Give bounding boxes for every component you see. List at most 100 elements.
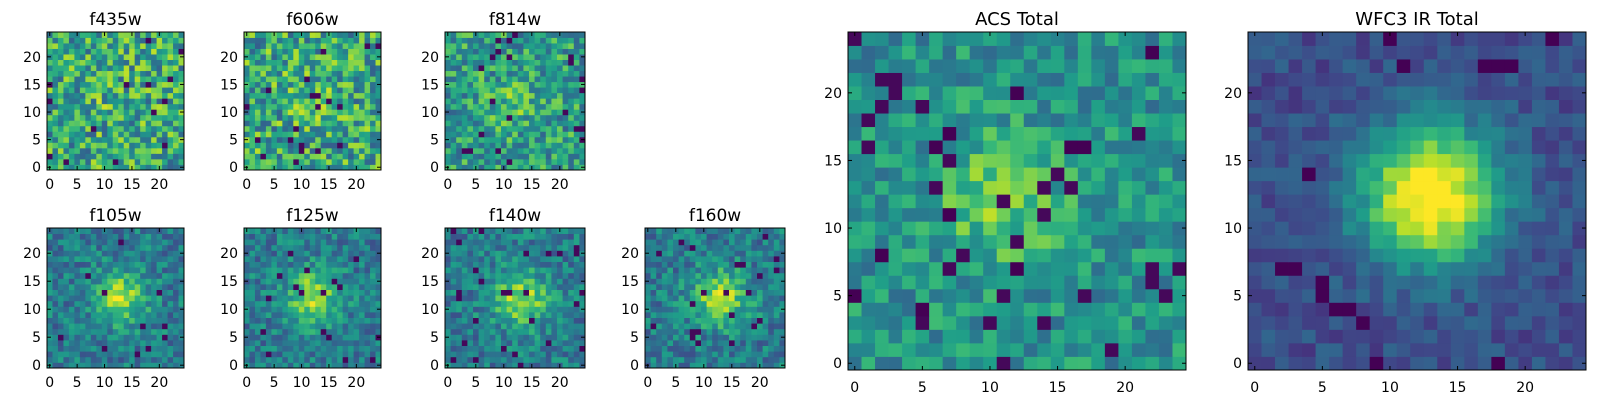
heatmap-cell xyxy=(320,120,327,127)
heatmap-cell xyxy=(861,207,876,222)
heatmap-cell xyxy=(90,131,97,138)
heatmap-cell xyxy=(57,300,64,307)
heatmap-cell xyxy=(751,323,758,330)
heatmap-cell xyxy=(79,239,86,246)
heatmap-cell xyxy=(489,261,496,268)
heatmap-cell xyxy=(90,136,97,143)
heatmap-cell xyxy=(523,328,530,335)
heatmap-cell xyxy=(293,153,300,160)
heatmap-cell xyxy=(456,109,463,116)
heatmap-cell xyxy=(156,136,163,143)
heatmap-cell xyxy=(1064,180,1079,195)
heatmap-cell xyxy=(260,267,267,274)
heatmap-cell xyxy=(304,136,311,143)
heatmap-cell xyxy=(762,300,769,307)
heatmap-cell xyxy=(478,125,485,132)
heatmap-cell xyxy=(107,70,114,77)
heatmap-cell xyxy=(101,340,108,346)
heatmap-cell xyxy=(359,70,365,77)
heatmap-cell xyxy=(145,244,152,251)
heatmap-cell xyxy=(68,98,75,105)
heatmap-cell xyxy=(276,87,283,94)
heatmap-cell xyxy=(540,81,547,88)
heatmap-cell xyxy=(90,158,97,165)
heatmap-cell xyxy=(320,76,327,83)
y-tick-label: 10 xyxy=(621,302,639,318)
heatmap-cell xyxy=(656,323,663,330)
heatmap-cell xyxy=(287,98,294,105)
heatmap-cell xyxy=(244,356,250,363)
heatmap-cell xyxy=(156,109,163,116)
heatmap-cell xyxy=(90,103,97,110)
heatmap-cell xyxy=(375,125,382,132)
heatmap-cell xyxy=(276,59,283,66)
heatmap-cell xyxy=(298,76,305,83)
heatmap-cell xyxy=(751,356,758,363)
heatmap-cell xyxy=(74,300,81,307)
heatmap-cell xyxy=(1104,275,1119,290)
heatmap-cell xyxy=(287,76,294,83)
heatmap-cell xyxy=(573,120,580,127)
heatmap-cell xyxy=(545,65,552,72)
heatmap-cell xyxy=(364,289,371,296)
heatmap-cell xyxy=(156,239,163,246)
heatmap-cell xyxy=(529,306,535,313)
heatmap-cell xyxy=(562,228,569,234)
heatmap-cell xyxy=(282,147,289,154)
heatmap-cell xyxy=(773,278,780,285)
heatmap-cell xyxy=(456,32,463,38)
heatmap-cell xyxy=(326,261,333,268)
heatmap-cell xyxy=(712,334,719,341)
heatmap-cell xyxy=(282,233,289,240)
heatmap-cell xyxy=(517,43,524,49)
heatmap-cell xyxy=(304,233,311,240)
heatmap-cell xyxy=(529,312,535,318)
heatmap-cell xyxy=(52,87,59,94)
heatmap-cell xyxy=(342,54,349,60)
heatmap-cell xyxy=(282,103,289,110)
heatmap-cell xyxy=(467,256,474,262)
heatmap-cell xyxy=(568,48,575,55)
heatmap-cell xyxy=(156,306,163,313)
y-tick-label: 15 xyxy=(220,274,238,290)
heatmap-cell xyxy=(348,120,354,127)
x-tick-label: 0 xyxy=(443,177,452,193)
heatmap-cell xyxy=(162,256,168,262)
heatmap-cell xyxy=(506,278,513,285)
heatmap-cell xyxy=(353,272,360,279)
heatmap-cell xyxy=(517,244,524,251)
heatmap-cell xyxy=(254,153,261,160)
heatmap-cell xyxy=(260,228,267,234)
heatmap-cell xyxy=(145,136,152,143)
heatmap-cell xyxy=(90,233,97,240)
heatmap-cell xyxy=(501,54,507,60)
heatmap-cell xyxy=(254,103,261,110)
heatmap-cell xyxy=(85,142,92,149)
heatmap-cell xyxy=(723,284,730,290)
heatmap-cell xyxy=(320,239,327,246)
heatmap-cell xyxy=(745,256,752,262)
heatmap-cell xyxy=(331,136,338,143)
heatmap-cell xyxy=(265,103,272,110)
heatmap-cell xyxy=(162,81,168,88)
heatmap-cell xyxy=(145,76,152,83)
heatmap-cell xyxy=(276,92,283,99)
heatmap-cell xyxy=(320,136,327,143)
heatmap-cell xyxy=(495,233,502,240)
heatmap-cell xyxy=(529,340,535,346)
heatmap-cell xyxy=(304,32,311,38)
heatmap-cell xyxy=(173,295,179,302)
heatmap-cell xyxy=(85,131,92,138)
heatmap-cell xyxy=(145,323,152,330)
heatmap-cell xyxy=(244,70,250,77)
heatmap-cell xyxy=(568,323,575,330)
heatmap-cell xyxy=(156,233,163,240)
heatmap-cell xyxy=(779,233,786,240)
heatmap-cell xyxy=(74,92,81,99)
heatmap-cell xyxy=(63,328,70,335)
x-tick-label: 15 xyxy=(523,375,541,391)
heatmap-cell xyxy=(729,244,735,251)
heatmap-cell xyxy=(90,92,97,99)
heatmap-cell xyxy=(74,76,81,83)
